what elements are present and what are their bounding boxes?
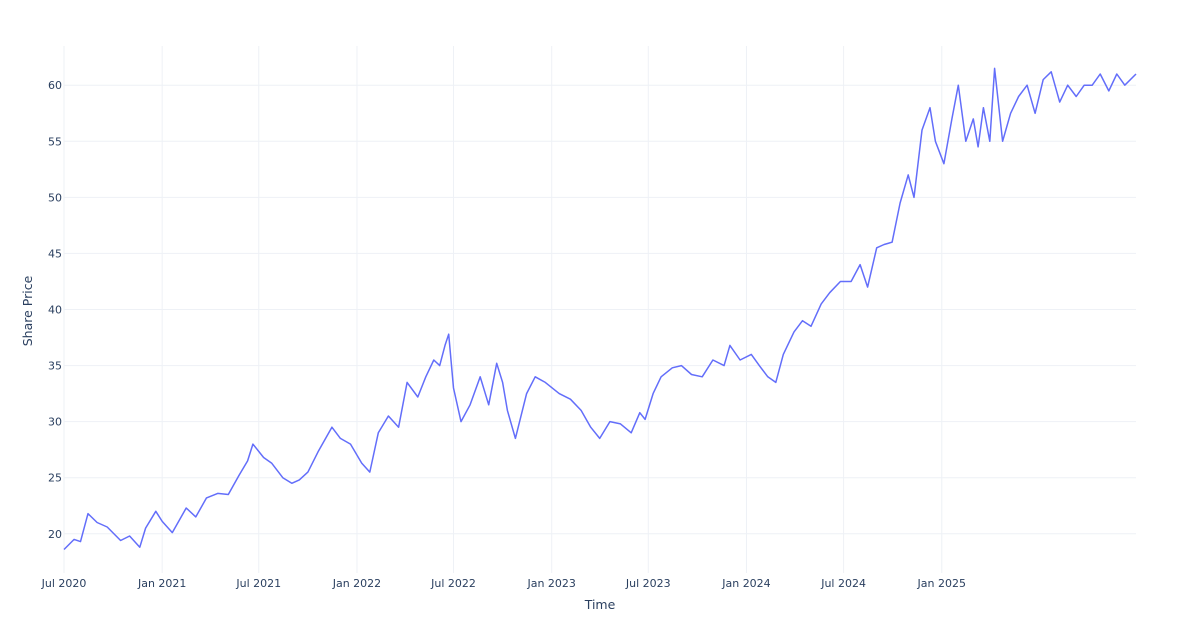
- x-axis-title: Time: [584, 597, 616, 612]
- x-tick-label: Jul 2023: [625, 577, 671, 590]
- x-tick-label: Jul 2022: [430, 577, 476, 590]
- y-tick-label: 55: [48, 135, 62, 148]
- x-tick-label: Jan 2021: [137, 577, 186, 590]
- x-tick-label: Jan 2023: [526, 577, 575, 590]
- x-tick-label: Jan 2022: [332, 577, 381, 590]
- y-axis-ticks: 20 25 30 35 40 45 50 55 60: [48, 79, 62, 541]
- y-tick-label: 25: [48, 472, 62, 485]
- y-tick-label: 60: [48, 79, 62, 92]
- y-tick-label: 40: [48, 304, 62, 317]
- x-gridlines: [63, 46, 943, 573]
- y-tick-label: 30: [48, 416, 62, 429]
- y-tick-label: 20: [48, 528, 62, 541]
- y-axis-title: Share Price: [20, 275, 35, 346]
- x-tick-label: Jul 2020: [41, 577, 87, 590]
- x-tick-label: Jan 2025: [917, 577, 966, 590]
- x-tick-label: Jan 2024: [721, 577, 770, 590]
- y-gridlines: [64, 84, 1136, 535]
- x-tick-label: Jul 2024: [820, 577, 866, 590]
- y-tick-label: 35: [48, 360, 62, 373]
- y-tick-label: 45: [48, 247, 62, 260]
- y-tick-label: 50: [48, 191, 62, 204]
- share-price-series-line: [63, 67, 1137, 551]
- x-axis-ticks: Jul 2020 Jan 2021 Jul 2021 Jan 2022 Jul 2022…: [41, 577, 966, 590]
- x-tick-label: Jul 2021: [235, 577, 281, 590]
